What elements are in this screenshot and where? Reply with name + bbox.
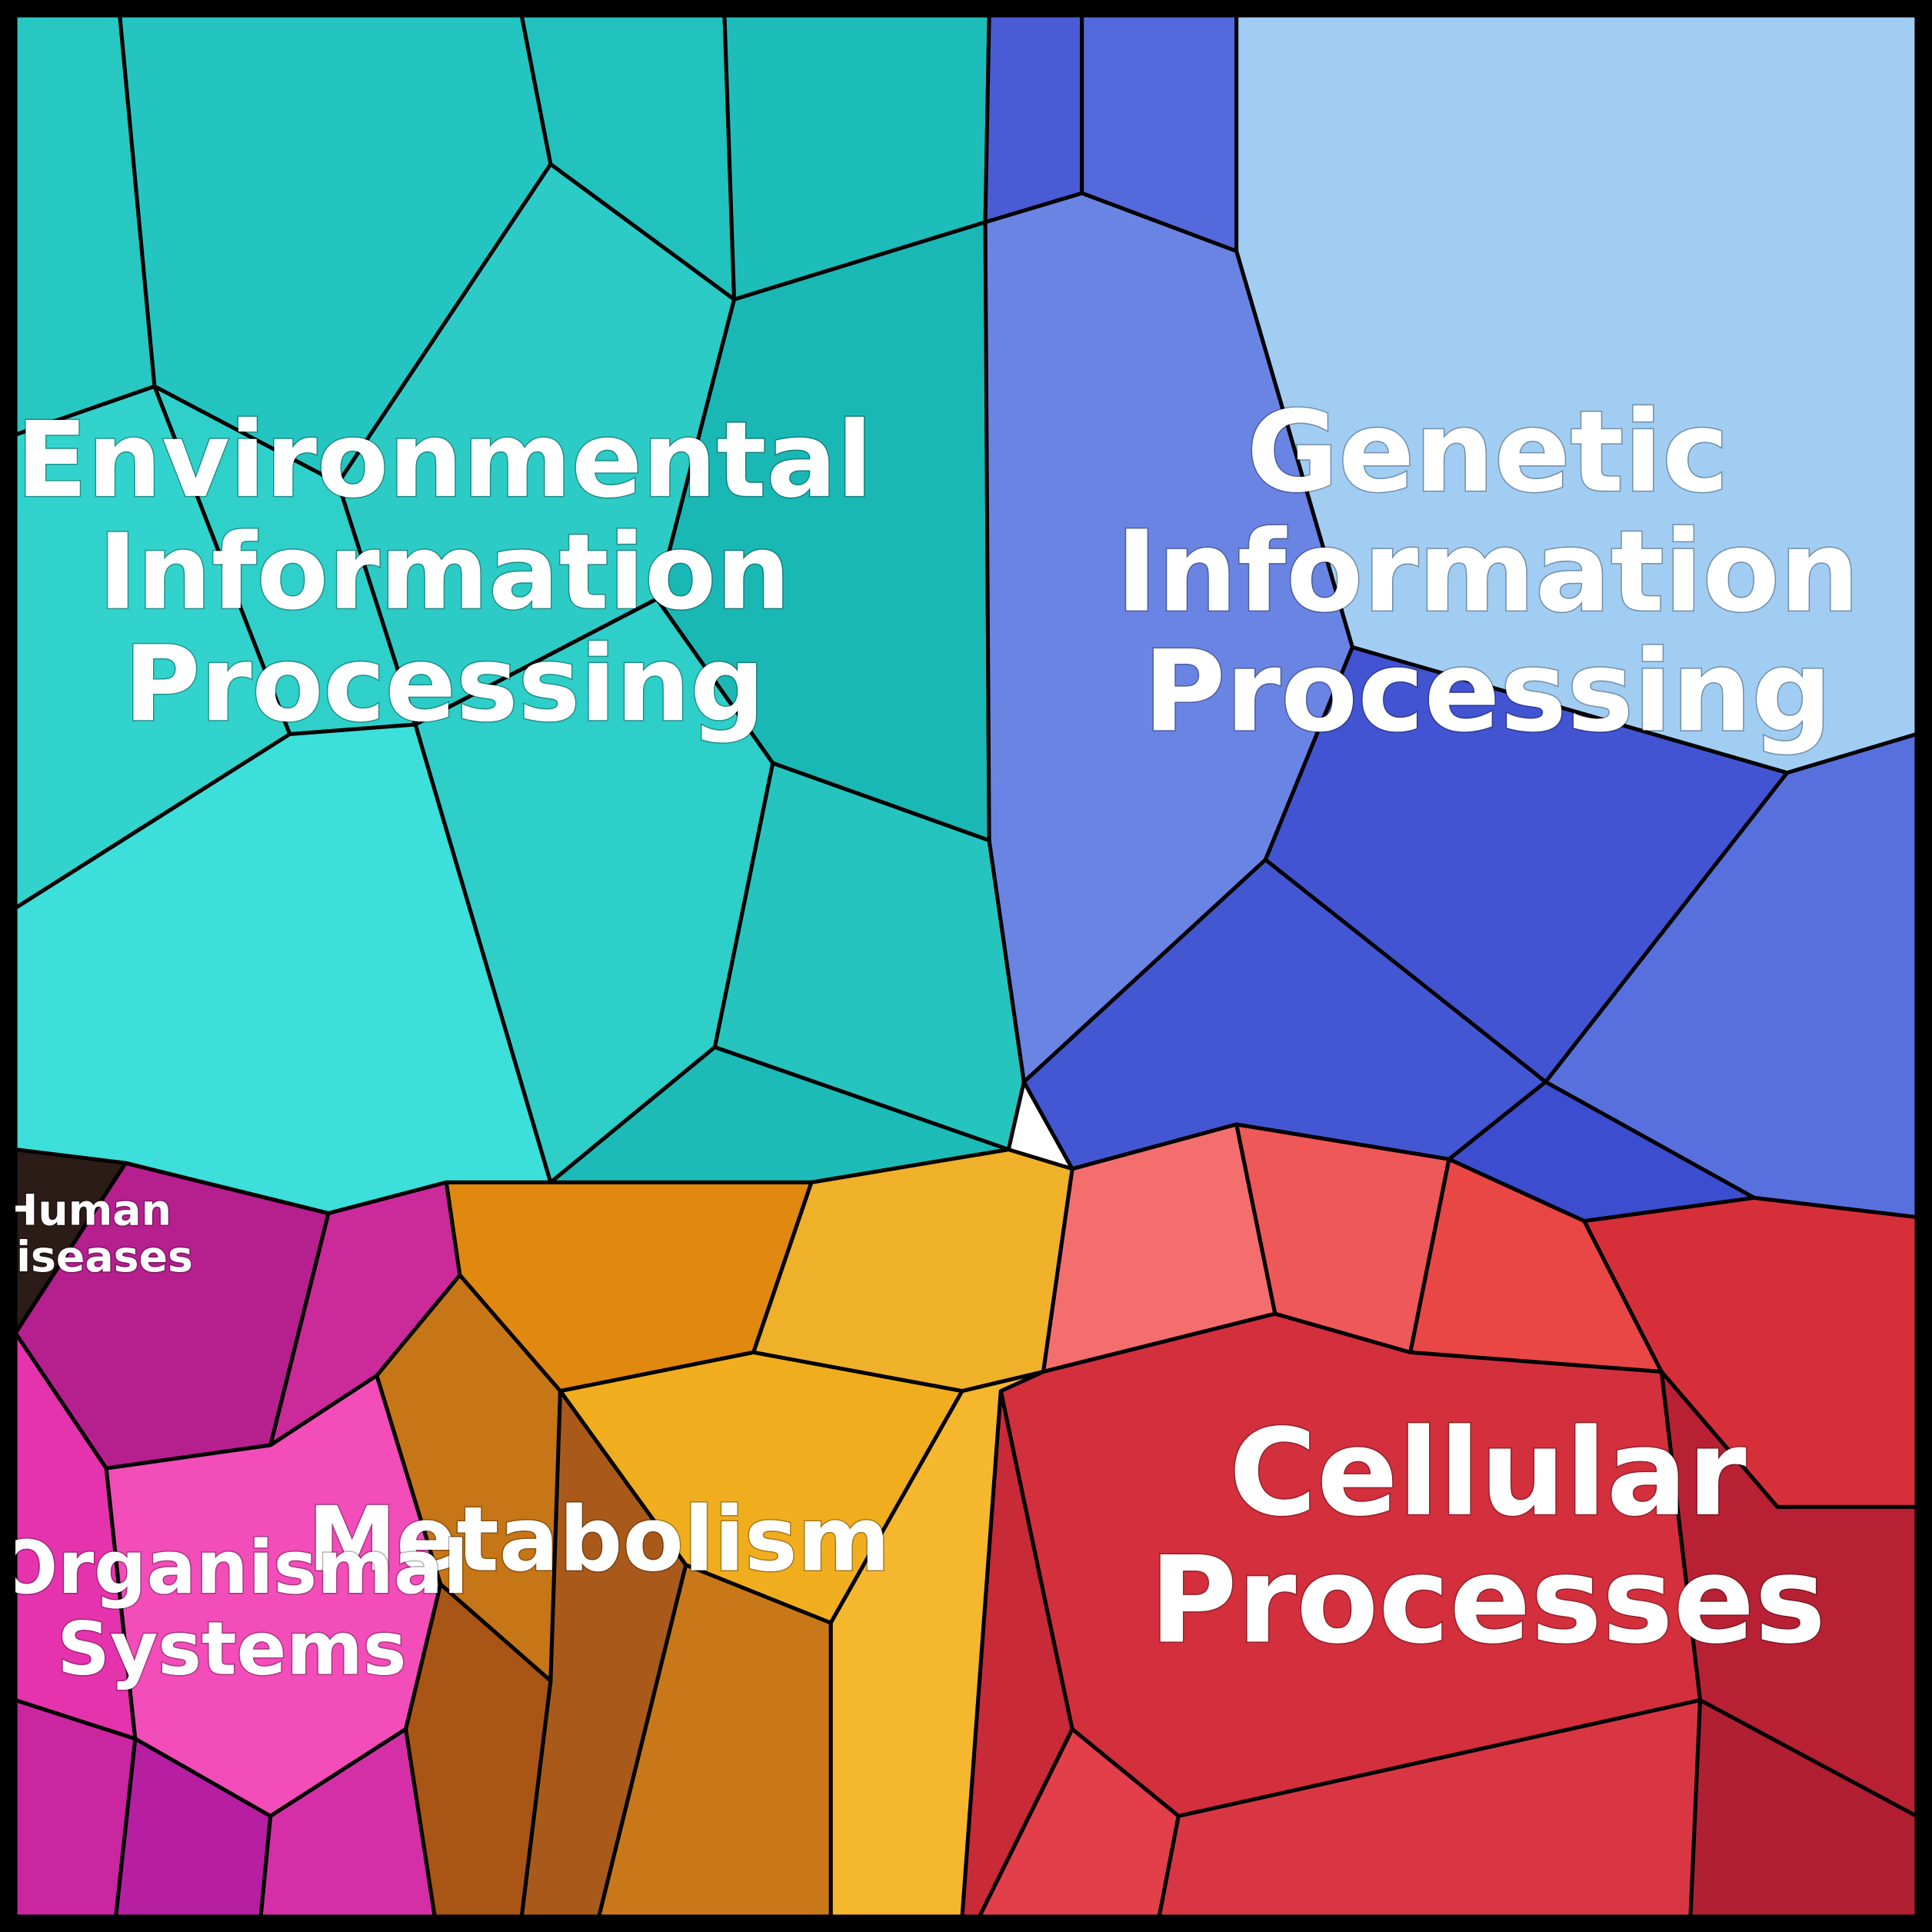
voronoi-cell (15, 1700, 135, 1917)
region-label-cellular-processes: CellularProcesses (1149, 1403, 1826, 1671)
voronoi-treemap: EnvironmentalInformationProcessingGeneti… (0, 0, 1932, 1932)
voronoi-cell (985, 15, 1082, 222)
region-label-organismal-systems: OrganismalSystems (0, 1524, 468, 1692)
region-label-human-diseases: HumanDiseases (0, 1187, 193, 1282)
region-label-environmental-information-processing: EnvironmentalInformationProcessing (16, 399, 872, 744)
